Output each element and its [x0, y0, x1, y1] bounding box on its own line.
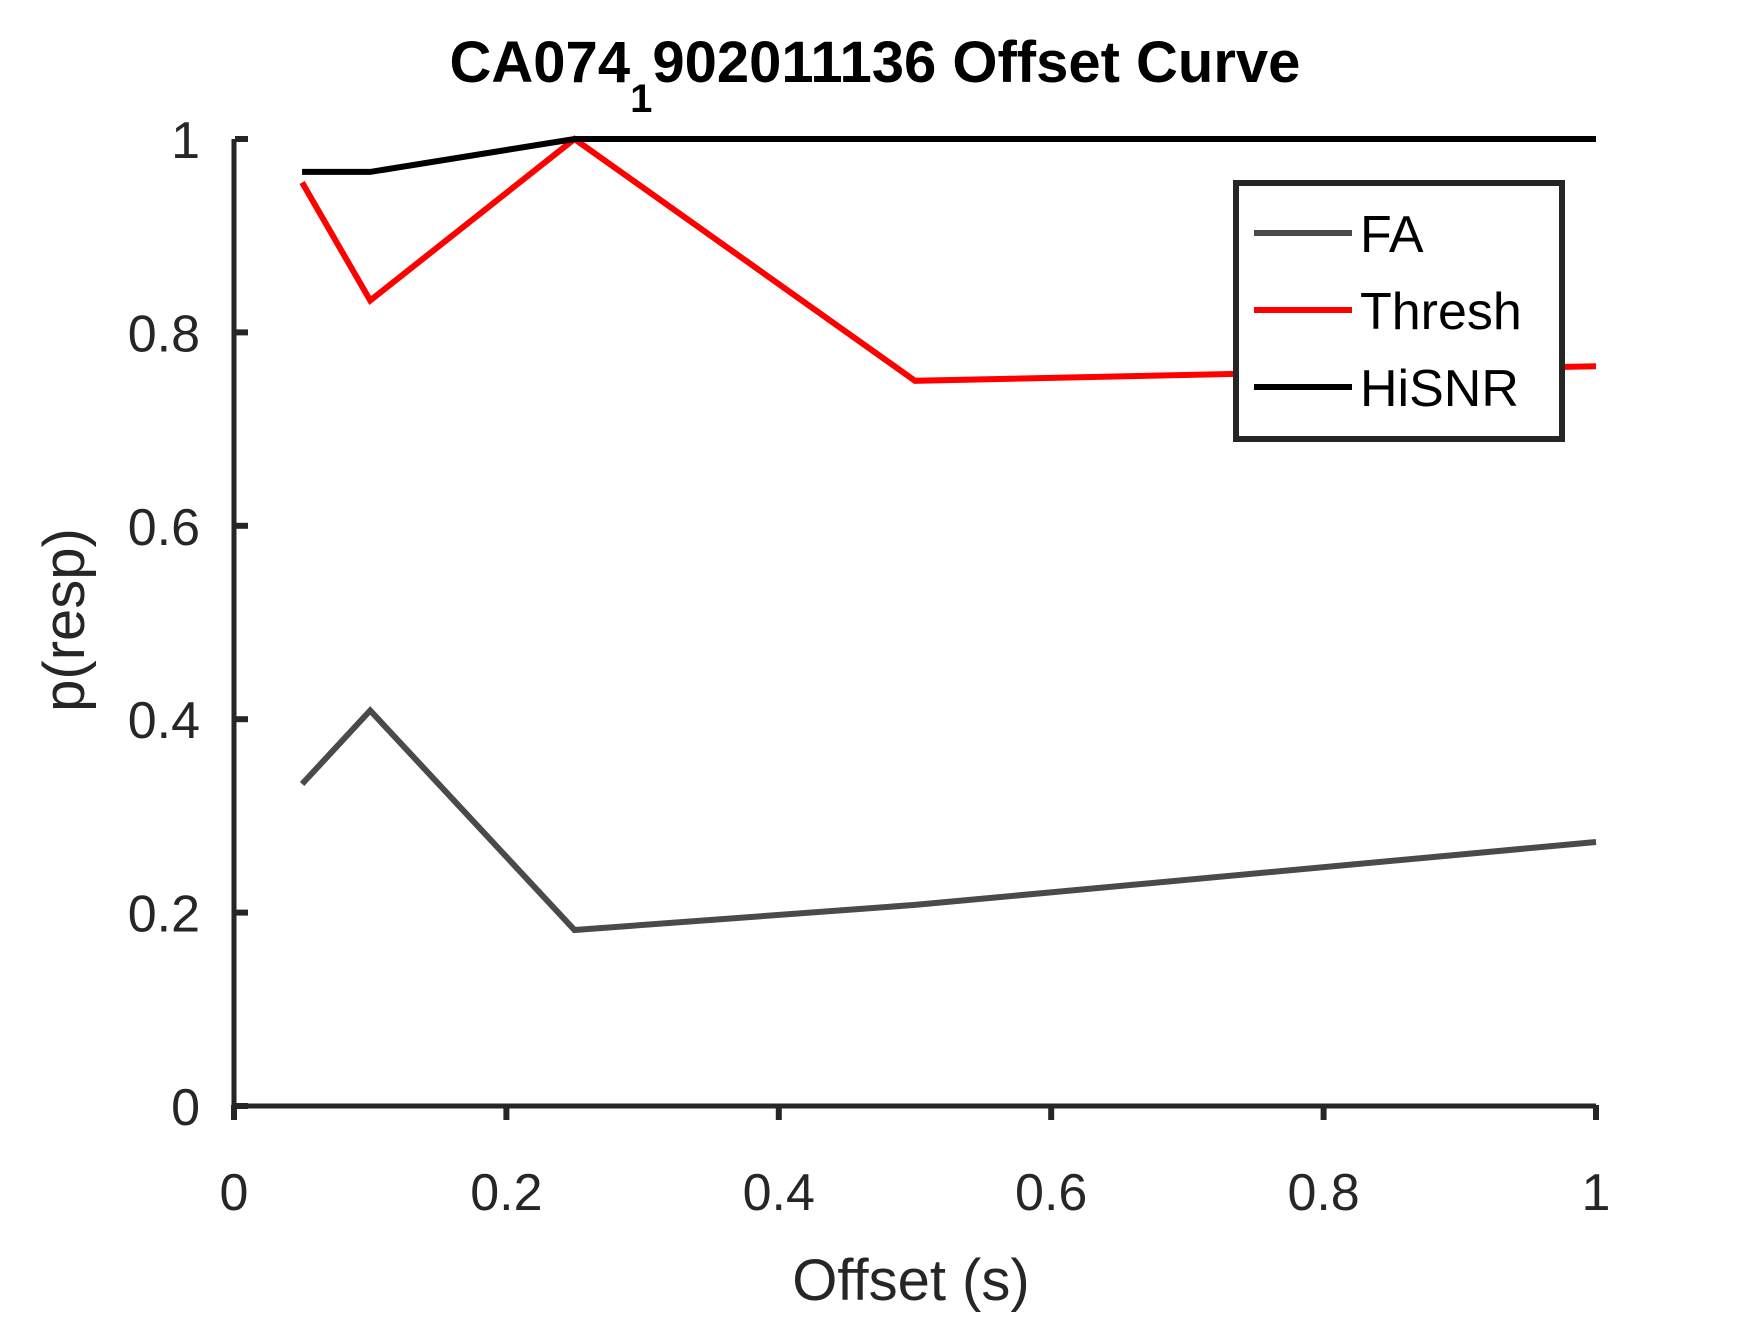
y-tick-label: 1 — [171, 112, 200, 170]
chart-title-subscript: 1 — [630, 77, 652, 121]
x-tick-label: 0.8 — [1287, 1164, 1359, 1222]
chart-title-prefix: CA074 — [450, 30, 631, 95]
legend-label-hisnr: HiSNR — [1360, 360, 1519, 418]
x-tick-label: 1 — [1582, 1164, 1611, 1222]
x-tick-label: 0.6 — [1015, 1164, 1087, 1222]
x-tick-label: 0.2 — [470, 1164, 542, 1222]
series-line-hisnr — [302, 136, 1596, 175]
chart-title: CA0741902011136 Offset Curve — [450, 30, 1301, 121]
x-tick-label: 0.4 — [743, 1164, 815, 1222]
legend-label-thresh: Thresh — [1360, 283, 1522, 341]
legend-label-fa: FA — [1360, 206, 1424, 264]
legend: FA Thresh HiSNR — [1233, 180, 1565, 442]
x-tick-label: 0 — [220, 1164, 249, 1222]
axes: 0 0.2 0.4 0.6 0.8 1 0 0.2 0.4 0.6 0.8 1 — [128, 112, 1611, 1222]
series-line-fa — [299, 706, 1597, 934]
plot-lines — [299, 135, 1597, 934]
y-tick-label: 0.8 — [128, 305, 200, 363]
y-tick-label: 0.6 — [128, 499, 200, 557]
y-tick-label: 0.2 — [128, 886, 200, 944]
x-axis-title: Offset (s) — [792, 1248, 1029, 1313]
chart-title-suffix: 902011136 Offset Curve — [652, 30, 1300, 95]
y-tick-label: 0.4 — [128, 692, 200, 750]
y-tick-label: 0 — [171, 1079, 200, 1137]
y-axis-title: p(resp) — [32, 528, 97, 712]
